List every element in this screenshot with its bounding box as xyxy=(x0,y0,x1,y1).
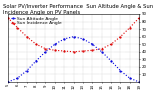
Sun Altitude Angle xyxy=(91,44,93,45)
Sun Altitude Angle xyxy=(129,78,131,79)
Sun Altitude Angle xyxy=(82,38,84,40)
Sun Incidence Angle xyxy=(35,44,37,45)
Sun Altitude Angle xyxy=(7,81,9,83)
Sun Incidence Angle xyxy=(129,27,131,28)
Sun Incidence Angle xyxy=(26,36,28,37)
Sun Altitude Angle xyxy=(73,36,75,37)
Sun Incidence Angle xyxy=(110,44,112,45)
Sun Altitude Angle xyxy=(110,60,112,61)
Sun Incidence Angle xyxy=(16,27,18,28)
Sun Incidence Angle xyxy=(120,36,121,37)
Legend: Sun Altitude Angle, Sun Incidence Angle: Sun Altitude Angle, Sun Incidence Angle xyxy=(10,16,63,26)
Sun Altitude Angle xyxy=(63,38,65,40)
Sun Incidence Angle xyxy=(91,50,93,51)
Sun Incidence Angle xyxy=(138,17,140,18)
Sun Incidence Angle xyxy=(82,50,84,52)
Sun Incidence Angle xyxy=(73,51,75,52)
Sun Incidence Angle xyxy=(44,48,46,49)
Sun Altitude Angle xyxy=(138,81,140,83)
Sun Altitude Angle xyxy=(54,44,56,45)
Text: Solar PV/Inverter Performance  Sun Altitude Angle & Sun Incidence Angle on PV Pa: Solar PV/Inverter Performance Sun Altitu… xyxy=(3,4,153,15)
Sun Altitude Angle xyxy=(16,78,18,79)
Sun Incidence Angle xyxy=(54,50,56,51)
Sun Altitude Angle xyxy=(101,51,103,52)
Sun Altitude Angle xyxy=(120,70,121,71)
Sun Incidence Angle xyxy=(63,50,65,52)
Line: Sun Altitude Angle: Sun Altitude Angle xyxy=(7,36,140,83)
Sun Incidence Angle xyxy=(7,17,9,18)
Sun Altitude Angle xyxy=(44,51,46,52)
Sun Altitude Angle xyxy=(35,60,37,61)
Sun Incidence Angle xyxy=(101,48,103,49)
Sun Altitude Angle xyxy=(26,70,28,71)
Line: Sun Incidence Angle: Sun Incidence Angle xyxy=(7,17,140,53)
